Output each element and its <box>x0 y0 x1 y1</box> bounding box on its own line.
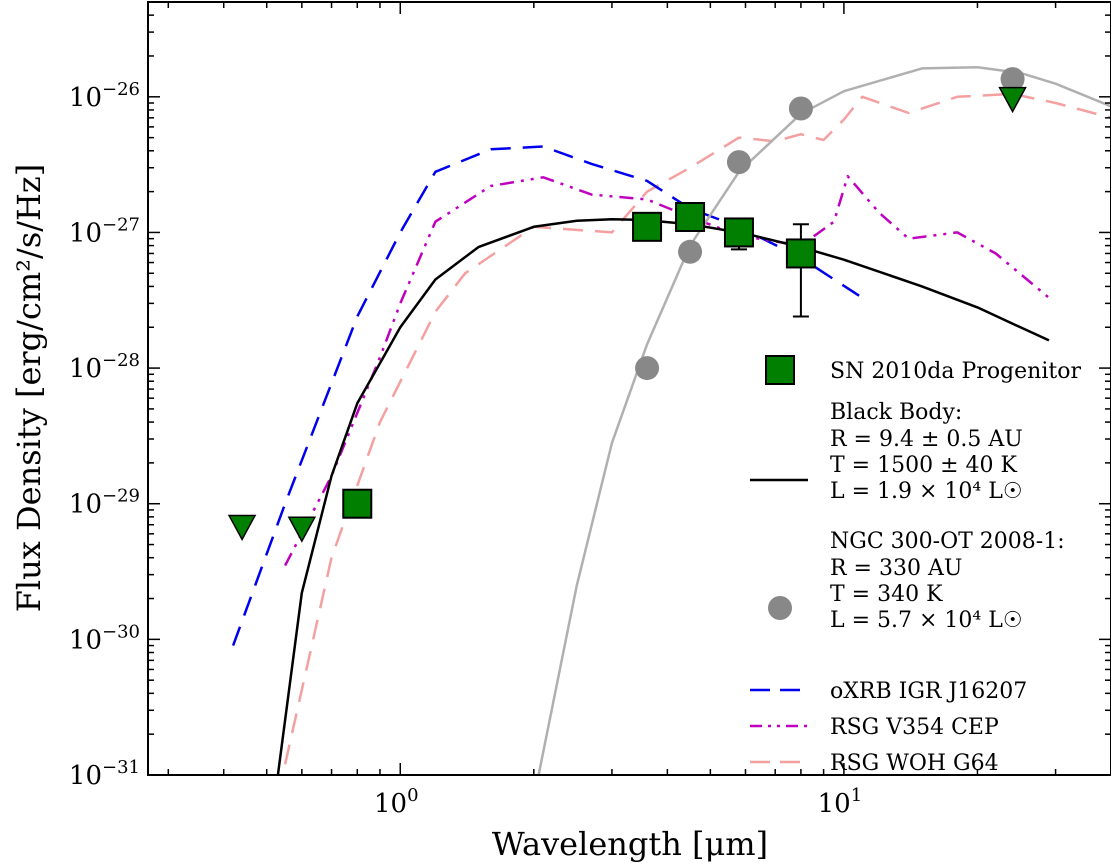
y-tick-label-0: 10−31 <box>69 757 140 791</box>
tick-labels: 100 101 10−31 10−30 10−29 10−28 10−27 10−26 <box>69 79 862 819</box>
legend-rsg_woh-label: RSG WOH G64 <box>830 751 999 776</box>
y-tick-label-1: 10−30 <box>69 621 140 655</box>
progenitor-point-1 <box>632 211 663 242</box>
y-tick-label-4: 10−27 <box>69 214 140 248</box>
upper-limit-point-0 <box>227 514 257 542</box>
ngc300-point-1 <box>678 239 703 264</box>
progenitor-point-3 <box>723 217 754 248</box>
progenitor-point-4 <box>785 238 816 269</box>
x-tick-label-0: 100 <box>374 785 419 819</box>
legend-ngc300-marker <box>768 596 792 620</box>
legend-progenitor-marker <box>765 355 795 385</box>
series-blackbody-line <box>276 218 1050 775</box>
x-axis-label: Wavelength [μm] <box>492 825 768 863</box>
upper-limit-point-2 <box>998 86 1027 114</box>
legend-ngc300-line-2: L = 5.7 × 10⁴ L☉ <box>830 608 1023 633</box>
legend-blackbody-line-0: R = 9.4 ± 0.5 AU <box>830 427 1023 452</box>
legend: SN 2010da Progenitor Black Body:R = 9.4 ±… <box>750 355 1081 776</box>
y-tick-label-2: 10−29 <box>69 486 140 520</box>
upper-limit-point-1 <box>287 516 317 543</box>
legend-blackbody-title: Black Body: <box>830 400 962 425</box>
series-rsg-woh-line <box>283 92 1111 765</box>
series-layer <box>227 66 1111 775</box>
legend-oxrb-label: oXRB IGR J16207 <box>830 679 1027 704</box>
progenitor-point-0 <box>342 488 373 519</box>
legend-rsg_v354-label: RSG V354 CEP <box>830 715 999 740</box>
legend-blackbody-line-2: L = 1.9 × 10⁴ L☉ <box>830 479 1023 504</box>
ngc300-point-4 <box>1000 67 1025 92</box>
ngc300-point-0 <box>635 356 660 381</box>
legend-blackbody-line-1: T = 1500 ± 40 K <box>830 453 1017 478</box>
legend-ngc300-title: NGC 300-OT 2008-1: <box>830 529 1065 554</box>
legend-ngc300-line-1: T = 340 K <box>830 582 943 607</box>
ticks-layer <box>148 1 1111 776</box>
ngc300-point-2 <box>726 150 751 175</box>
legend-progenitor-label: SN 2010da Progenitor <box>830 359 1081 384</box>
y-tick-label-5: 10−26 <box>69 79 140 113</box>
ngc300-point-3 <box>788 96 813 121</box>
x-tick-label-1: 101 <box>818 785 863 819</box>
y-axis-label: Flux Density [erg/cm²/s/Hz] <box>10 164 48 613</box>
legend-ngc300-line-0: R = 330 AU <box>830 556 962 581</box>
y-tick-label-3: 10−28 <box>69 350 140 384</box>
progenitor-point-2 <box>675 201 706 232</box>
